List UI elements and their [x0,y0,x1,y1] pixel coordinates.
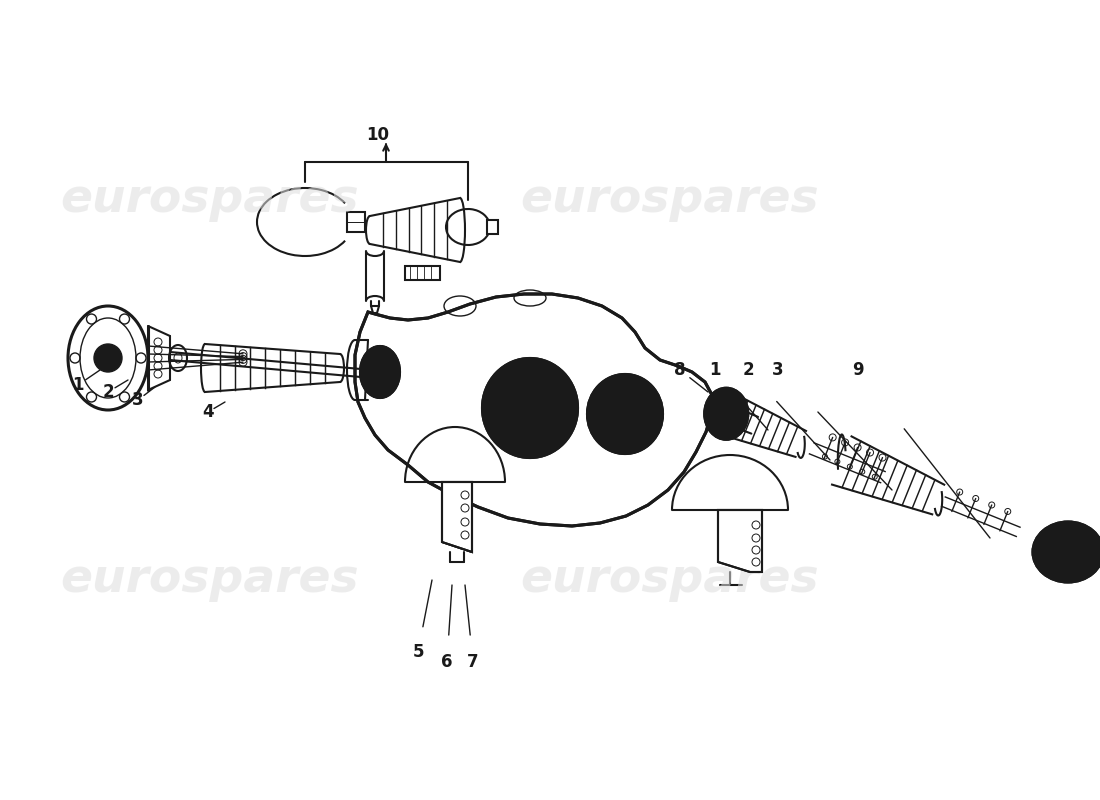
Text: 1: 1 [73,376,84,394]
Text: eurospares: eurospares [520,178,820,222]
Text: eurospares: eurospares [60,178,360,222]
Ellipse shape [482,358,578,458]
Text: 6: 6 [441,653,453,671]
Text: 2: 2 [742,361,754,379]
Ellipse shape [1033,522,1100,582]
Polygon shape [442,482,472,552]
Text: 2: 2 [102,383,113,401]
Text: eurospares: eurospares [520,558,820,602]
Text: 10: 10 [366,126,389,144]
Text: 8: 8 [674,361,685,379]
Ellipse shape [587,374,663,454]
Text: 7: 7 [468,653,478,671]
Text: 1: 1 [710,361,720,379]
Ellipse shape [704,388,748,440]
Text: 4: 4 [202,403,213,421]
Text: 9: 9 [852,361,864,379]
Text: 3: 3 [132,391,144,409]
Text: eurospares: eurospares [60,558,360,602]
Ellipse shape [94,344,122,372]
Text: 5: 5 [412,643,424,661]
Text: 3: 3 [772,361,784,379]
Polygon shape [718,510,762,572]
Polygon shape [355,294,712,526]
Ellipse shape [360,346,400,398]
